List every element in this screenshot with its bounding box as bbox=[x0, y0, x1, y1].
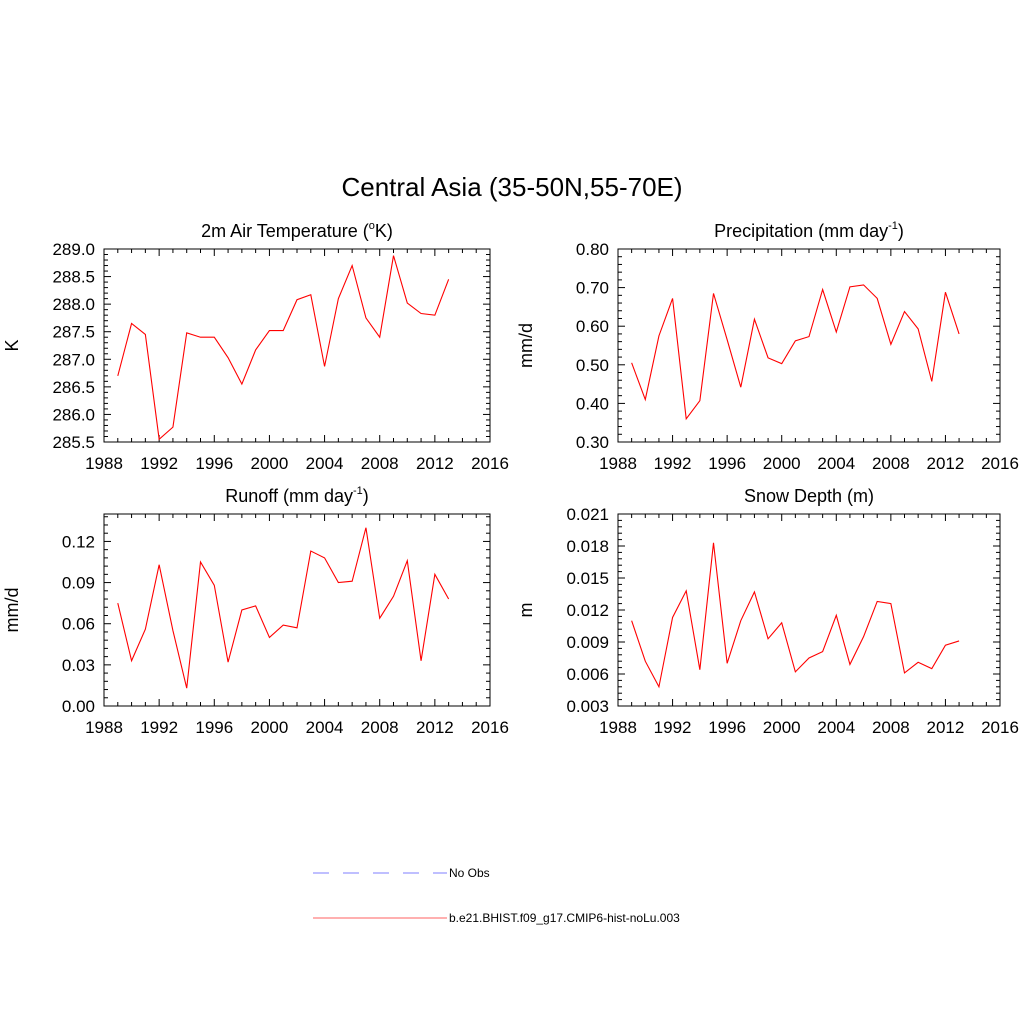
x-tick-label: 2000 bbox=[763, 718, 801, 737]
y-tick-label: 289.0 bbox=[52, 240, 95, 259]
chart-panel-2: 1988 1992 1996 2000 2004 2008 2012 2016 0.30 0.40… bbox=[516, 220, 1019, 473]
chart-panel-4: 1988 1992 1996 2000 2004 2008 2012 2016 0.003 0.0… bbox=[516, 486, 1019, 737]
y-tick-label: 285.5 bbox=[52, 433, 95, 452]
plot-frame bbox=[617, 513, 1001, 707]
y-tick-label: 0.06 bbox=[62, 615, 95, 634]
x-tick-label: 2012 bbox=[927, 718, 965, 737]
y-tick-label: 0.50 bbox=[576, 356, 609, 375]
panel-title-tail: ) bbox=[898, 221, 904, 241]
x-tick-label: 1992 bbox=[140, 718, 178, 737]
y-tick-label: 0.40 bbox=[576, 394, 609, 413]
x-tick-label: 2012 bbox=[416, 454, 454, 473]
y-tick-label: 286.0 bbox=[52, 405, 95, 424]
panel-title: Snow Depth (m) bbox=[744, 486, 874, 506]
panel-title-tail: ) bbox=[363, 486, 369, 506]
y-tick-label: 0.70 bbox=[576, 279, 609, 298]
y-tick-label: 0.018 bbox=[566, 537, 609, 556]
x-tick-label: 2004 bbox=[306, 454, 344, 473]
y-tick-label: 0.09 bbox=[62, 574, 95, 593]
x-tick-label: 1996 bbox=[195, 718, 233, 737]
y-tick-label: 0.30 bbox=[576, 433, 609, 452]
y-tick-label: 0.03 bbox=[62, 656, 95, 675]
x-tick-label: 2012 bbox=[927, 454, 965, 473]
y-tick-label: 286.5 bbox=[52, 378, 95, 397]
x-tick-label: 2008 bbox=[361, 718, 399, 737]
y-axis-label: m bbox=[516, 603, 536, 618]
figure-title: Central Asia (35-50N,55-70E) bbox=[341, 172, 682, 202]
y-tick-label: 0.021 bbox=[566, 505, 609, 524]
legend: No Obs b.e21.BHIST.f09_g17.CMIP6-hist-no… bbox=[313, 866, 680, 925]
x-tick-label: 2004 bbox=[817, 454, 855, 473]
series-line bbox=[631, 284, 960, 421]
x-tick-label: 1996 bbox=[708, 718, 746, 737]
y-tick-label: 0.009 bbox=[566, 633, 609, 652]
panel-title-superscript: o bbox=[369, 220, 375, 232]
x-tick-label: 1988 bbox=[599, 718, 637, 737]
plot-frame bbox=[103, 513, 491, 707]
panel-title-main: Snow Depth (m) bbox=[744, 486, 874, 506]
panel-title-tail: K) bbox=[375, 221, 393, 241]
legend-label-no-obs: No Obs bbox=[449, 866, 490, 880]
series-line bbox=[631, 542, 960, 689]
x-tick-label: 2000 bbox=[251, 454, 289, 473]
panel-title-main: Precipitation (mm day bbox=[714, 221, 888, 241]
y-axis-label: K bbox=[2, 339, 22, 351]
y-tick-label: 0.12 bbox=[62, 532, 95, 551]
x-tick-label: 2016 bbox=[471, 718, 509, 737]
panel-title-main: 2m Air Temperature ( bbox=[201, 221, 369, 241]
x-tick-label: 1988 bbox=[85, 454, 123, 473]
x-tick-label: 2000 bbox=[251, 718, 289, 737]
x-tick-label: 2008 bbox=[872, 454, 910, 473]
y-tick-label: 287.0 bbox=[52, 350, 95, 369]
y-tick-label: 287.5 bbox=[52, 323, 95, 342]
panel-title: Runoff (mm day-1) bbox=[225, 485, 369, 506]
y-tick-label: 288.5 bbox=[52, 268, 95, 287]
x-tick-label: 2004 bbox=[817, 718, 855, 737]
panel-title-superscript: -1 bbox=[353, 485, 363, 497]
panel-title: Precipitation (mm day-1) bbox=[714, 220, 904, 241]
series-line bbox=[117, 527, 450, 689]
y-tick-label: 0.80 bbox=[576, 240, 609, 259]
plot-frame bbox=[103, 248, 491, 443]
x-tick-label: 2008 bbox=[872, 718, 910, 737]
x-tick-label: 2016 bbox=[981, 454, 1019, 473]
legend-label-model: b.e21.BHIST.f09_g17.CMIP6-hist-noLu.003 bbox=[449, 911, 680, 925]
plot-frame bbox=[617, 248, 1001, 443]
x-tick-label: 1996 bbox=[708, 454, 746, 473]
panel-title-main: Runoff (mm day bbox=[225, 486, 353, 506]
x-tick-label: 2016 bbox=[981, 718, 1019, 737]
panel-title-superscript: -1 bbox=[888, 220, 898, 232]
x-tick-label: 2012 bbox=[416, 718, 454, 737]
y-axis-label: mm/d bbox=[516, 323, 536, 368]
series-line bbox=[117, 255, 450, 441]
y-tick-label: 0.00 bbox=[62, 697, 95, 716]
x-tick-label: 1988 bbox=[85, 718, 123, 737]
y-tick-label: 0.012 bbox=[566, 601, 609, 620]
chart-panel-1: 1988 1992 1996 2000 2004 2008 2012 2016 285.5 286… bbox=[2, 220, 509, 473]
panel-title: 2m Air Temperature (oK) bbox=[201, 220, 393, 241]
x-tick-label: 1992 bbox=[140, 454, 178, 473]
x-tick-label: 2004 bbox=[306, 718, 344, 737]
x-tick-label: 1992 bbox=[654, 454, 692, 473]
y-tick-label: 0.60 bbox=[576, 317, 609, 336]
x-tick-label: 2016 bbox=[471, 454, 509, 473]
x-tick-label: 1996 bbox=[195, 454, 233, 473]
chart-panel-3: 1988 1992 1996 2000 2004 2008 2012 2016 0.00 0.03… bbox=[2, 485, 509, 737]
y-tick-label: 0.003 bbox=[566, 697, 609, 716]
x-tick-label: 1988 bbox=[599, 454, 637, 473]
x-tick-label: 1992 bbox=[654, 718, 692, 737]
x-tick-label: 2008 bbox=[361, 454, 399, 473]
y-tick-label: 0.006 bbox=[566, 665, 609, 684]
y-axis-label: mm/d bbox=[2, 588, 22, 633]
x-tick-label: 2000 bbox=[763, 454, 801, 473]
y-tick-label: 0.015 bbox=[566, 569, 609, 588]
y-tick-label: 288.0 bbox=[52, 295, 95, 314]
